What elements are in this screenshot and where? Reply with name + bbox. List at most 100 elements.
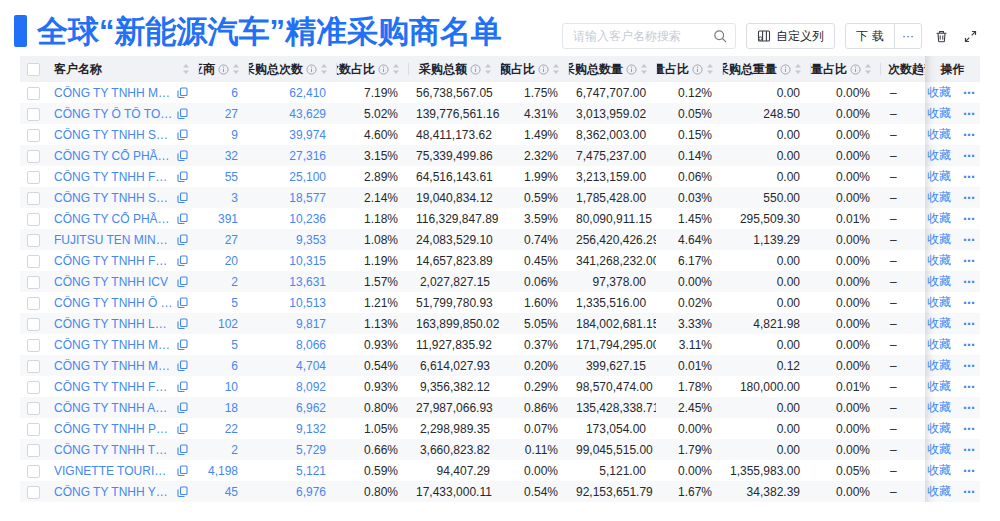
copy-icon[interactable] [177, 381, 188, 393]
select-all-checkbox[interactable] [27, 63, 40, 76]
column-header-total-amount[interactable]: 采购总额 [408, 56, 500, 82]
company-name-link[interactable]: CÔNG TY TNHH Ô TÔ MITSUBI... [54, 296, 173, 310]
row-more-link[interactable]: ⋯ [963, 212, 976, 226]
info-icon[interactable] [378, 64, 389, 75]
company-name-link[interactable]: CÔNG TY TNHH ICV [54, 275, 168, 289]
copy-icon[interactable] [177, 234, 188, 246]
copy-icon[interactable] [177, 129, 188, 141]
favorite-link[interactable]: 收藏 [927, 252, 951, 269]
sort-icon[interactable] [392, 63, 400, 75]
company-name-link[interactable]: CÔNG TY TNHH SẢN XUẤT VÀ ... [54, 128, 173, 142]
row-checkbox[interactable] [27, 213, 40, 226]
customize-columns-button[interactable]: 自定义列 [746, 23, 835, 49]
copy-icon[interactable] [177, 255, 188, 267]
column-header-count-trend[interactable]: 次数趋势 [880, 56, 925, 82]
favorite-link[interactable]: 收藏 [927, 294, 951, 311]
company-name-link[interactable]: CÔNG TY TNHH YOKOWO VIỆT... [54, 485, 173, 499]
copy-icon[interactable] [177, 339, 188, 351]
favorite-link[interactable]: 收藏 [927, 189, 951, 206]
copy-icon[interactable] [177, 171, 188, 183]
sort-icon[interactable] [232, 63, 240, 75]
row-more-link[interactable]: ⋯ [963, 443, 976, 457]
company-name-link[interactable]: CÔNG TY CỔ PHẦN SẢN XUẤT... [54, 149, 173, 163]
column-header-customer-name[interactable]: 客户名称 [46, 56, 198, 82]
fullscreen-icon[interactable] [961, 27, 980, 46]
row-more-link[interactable]: ⋯ [963, 233, 976, 247]
info-icon[interactable] [218, 64, 229, 75]
sort-icon[interactable] [864, 63, 872, 75]
company-name-link[interactable]: CÔNG TY TNHH FURUKAWA A... [54, 254, 173, 268]
row-checkbox[interactable] [27, 339, 40, 352]
favorite-link[interactable]: 收藏 [927, 462, 951, 479]
sort-icon[interactable] [794, 63, 802, 75]
favorite-link[interactable]: 收藏 [927, 231, 951, 248]
more-actions-button[interactable]: ··· [894, 23, 922, 49]
copy-icon[interactable] [177, 318, 188, 330]
favorite-link[interactable]: 收藏 [927, 378, 951, 395]
copy-icon[interactable] [177, 486, 188, 498]
row-checkbox[interactable] [27, 150, 40, 163]
company-name-link[interactable]: CÔNG TY TNHH PHÂN PHỐI T... [54, 422, 173, 436]
favorite-link[interactable]: 收藏 [927, 357, 951, 374]
company-name-link[interactable]: CÔNG TY Ô TÔ TOYOTA VIỆT ... [54, 107, 173, 121]
row-checkbox[interactable] [27, 423, 40, 436]
info-icon[interactable] [850, 64, 861, 75]
row-more-link[interactable]: ⋯ [963, 296, 976, 310]
row-more-link[interactable]: ⋯ [963, 107, 976, 121]
column-header-count-pct[interactable]: 次数占比 [336, 56, 408, 82]
company-name-link[interactable]: VIGNETTE TOURISTIQUE G UNI... [54, 464, 173, 478]
column-header-total-quantity[interactable]: 采购总数量 [568, 56, 656, 82]
copy-icon[interactable] [177, 444, 188, 456]
row-more-link[interactable]: ⋯ [963, 485, 976, 499]
row-checkbox[interactable] [27, 381, 40, 394]
copy-icon[interactable] [177, 423, 188, 435]
row-more-link[interactable]: ⋯ [963, 338, 976, 352]
company-name-link[interactable]: CÔNG TY TNHH FURUKAWA A... [54, 380, 173, 394]
row-checkbox[interactable] [27, 129, 40, 142]
download-button[interactable]: 下载 [845, 23, 895, 49]
favorite-link[interactable]: 收藏 [927, 273, 951, 290]
search-icon[interactable] [713, 29, 727, 43]
row-more-link[interactable]: ⋯ [963, 422, 976, 436]
info-icon[interactable] [692, 64, 703, 75]
favorite-link[interactable]: 收藏 [927, 210, 951, 227]
row-more-link[interactable]: ⋯ [963, 86, 976, 100]
row-more-link[interactable]: ⋯ [963, 254, 976, 268]
sort-icon[interactable] [320, 63, 328, 75]
favorite-link[interactable]: 收藏 [927, 336, 951, 353]
row-checkbox[interactable] [27, 465, 40, 478]
row-more-link[interactable]: ⋯ [963, 128, 976, 142]
sort-icon[interactable] [552, 63, 560, 75]
company-name-link[interactable]: CÔNG TY CỔ PHẦN SẢN XUẤT... [54, 212, 173, 226]
company-name-link[interactable]: CÔNG TY TNHH AUTEL VIỆT N... [54, 401, 173, 415]
copy-icon[interactable] [177, 360, 188, 372]
row-checkbox[interactable] [27, 444, 40, 457]
row-checkbox[interactable] [27, 402, 40, 415]
row-more-link[interactable]: ⋯ [963, 380, 976, 394]
column-header-weight-pct[interactable]: 重量占比 [810, 56, 880, 82]
company-name-link[interactable]: FUJITSU TEN MINDA INDIA PVT... [54, 233, 173, 247]
copy-icon[interactable] [177, 108, 188, 120]
sort-icon[interactable] [640, 63, 648, 75]
info-icon[interactable] [538, 64, 549, 75]
row-checkbox[interactable] [27, 108, 40, 121]
info-icon[interactable] [626, 64, 637, 75]
row-checkbox[interactable] [27, 234, 40, 247]
sort-icon[interactable] [706, 63, 714, 75]
copy-icon[interactable] [177, 87, 188, 99]
favorite-link[interactable]: 收藏 [927, 84, 951, 101]
company-name-link[interactable]: CÔNG TY TNHH THN AUTOPAR... [54, 443, 173, 457]
copy-icon[interactable] [177, 276, 188, 288]
row-checkbox[interactable] [27, 276, 40, 289]
row-checkbox[interactable] [27, 87, 40, 100]
row-more-link[interactable]: ⋯ [963, 191, 976, 205]
favorite-link[interactable]: 收藏 [927, 441, 951, 458]
column-header-quantity-pct[interactable]: 数量占比 [656, 56, 722, 82]
search-input[interactable] [571, 28, 713, 44]
row-more-link[interactable]: ⋯ [963, 464, 976, 478]
column-header-suppliers[interactable]: 供应商 [198, 56, 248, 82]
favorite-link[interactable]: 收藏 [927, 126, 951, 143]
copy-icon[interactable] [177, 150, 188, 162]
row-more-link[interactable]: ⋯ [963, 401, 976, 415]
info-icon[interactable] [470, 64, 481, 75]
